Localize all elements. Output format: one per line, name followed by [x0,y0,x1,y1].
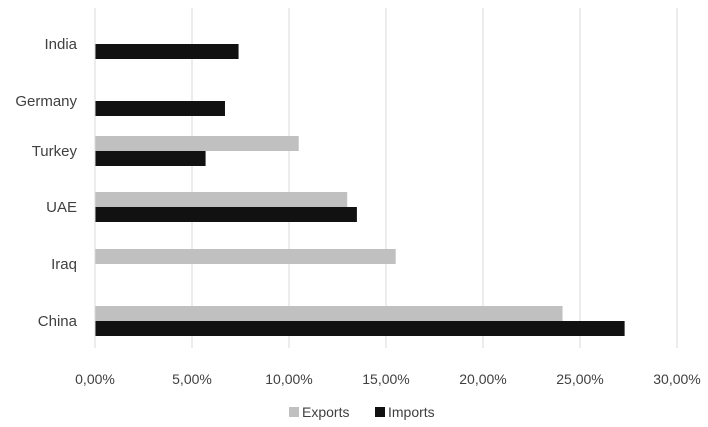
bar-imports-uae [95,207,357,222]
bar-exports-iraq [95,249,396,264]
bar-imports-germany [95,101,225,116]
x-tick-label-3: 15,00% [362,371,409,387]
bar-exports-turkey [95,136,299,151]
category-label-uae: UAE [46,199,77,216]
category-label-turkey: Turkey [32,143,78,160]
legend-label-exports: Exports [302,404,349,420]
legend-swatch-exports [289,407,299,417]
bars [95,44,625,336]
x-tick-label-5: 25,00% [556,371,603,387]
x-tick-label-6: 30,00% [653,371,700,387]
category-labels: India Germany Turkey UAE Iraq China [15,36,77,330]
x-tick-label-2: 10,00% [265,371,312,387]
category-label-germany: Germany [15,93,77,110]
legend: Exports Imports [289,404,435,420]
gridlines [191,8,678,348]
category-label-iraq: Iraq [51,256,77,273]
category-label-india: India [44,36,77,53]
x-tick-label-0: 0,00% [75,371,115,387]
bar-exports-china [95,306,563,321]
category-label-china: China [38,313,78,330]
x-tick-label-1: 5,00% [172,371,212,387]
x-tick-label-4: 20,00% [459,371,506,387]
bar-imports-india [95,44,239,59]
bar-imports-turkey [95,151,206,166]
bar-exports-uae [95,192,348,207]
legend-label-imports: Imports [388,404,435,420]
bar-imports-china [95,321,625,336]
legend-swatch-imports [375,407,385,417]
x-tick-labels: 0,00% 5,00% 10,00% 15,00% 20,00% 25,00% 30,00% [75,371,701,387]
